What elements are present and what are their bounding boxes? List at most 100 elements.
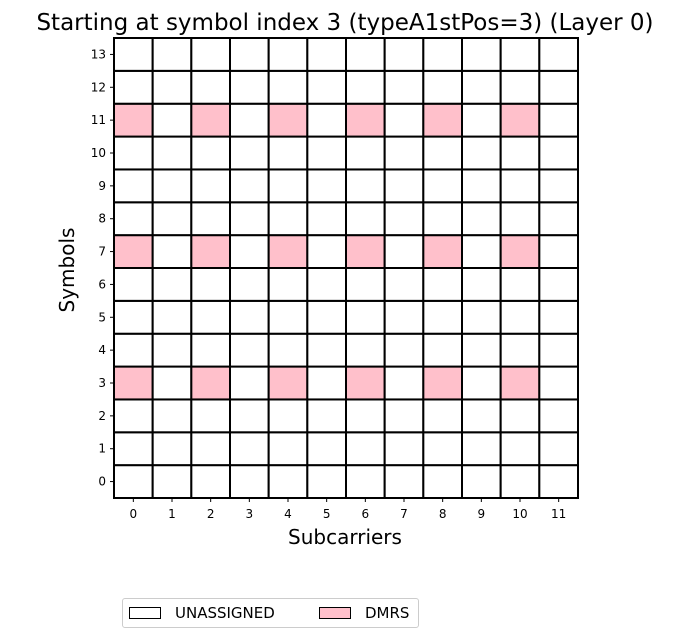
cell-dmrs	[190, 102, 231, 138]
cell-unassigned	[422, 431, 464, 467]
cell-unassigned	[499, 431, 541, 467]
cell-unassigned	[383, 201, 425, 237]
legend-item-dmrs: DMRS	[319, 605, 409, 621]
cell-unassigned	[461, 299, 502, 335]
cell-unassigned	[113, 299, 154, 335]
cell-unassigned	[267, 69, 309, 105]
cell-unassigned	[267, 135, 309, 171]
cell-unassigned	[190, 464, 231, 499]
cell-dmrs	[499, 365, 541, 401]
cell-unassigned	[151, 37, 193, 72]
cell-unassigned	[383, 69, 425, 105]
cell-unassigned	[383, 332, 425, 368]
cell-unassigned	[499, 135, 541, 171]
y-tick-label: 4	[98, 343, 106, 357]
cell-unassigned	[345, 398, 386, 434]
cell-unassigned	[422, 69, 464, 105]
cell-unassigned	[499, 201, 541, 237]
cell-unassigned	[267, 431, 309, 467]
cell-unassigned	[267, 168, 309, 204]
cell-unassigned	[422, 398, 464, 434]
cell-unassigned	[345, 69, 386, 105]
cell-unassigned	[267, 398, 309, 434]
cell-unassigned	[422, 201, 464, 237]
y-tick-label: 1	[98, 442, 106, 456]
cell-unassigned	[229, 168, 270, 204]
cell-unassigned	[113, 37, 154, 72]
cell-unassigned	[345, 299, 386, 335]
cell-unassigned	[190, 431, 231, 467]
cell-unassigned	[345, 37, 386, 72]
cell-unassigned	[499, 37, 541, 72]
cell-unassigned	[306, 365, 348, 401]
cell-unassigned	[306, 398, 348, 434]
cell-unassigned	[538, 464, 579, 499]
cell-dmrs	[190, 365, 231, 401]
cell-unassigned	[267, 464, 309, 499]
cell-unassigned	[461, 234, 502, 269]
cell-dmrs	[267, 102, 309, 138]
cell-dmrs	[422, 102, 464, 138]
cell-unassigned	[538, 234, 579, 269]
cell-unassigned	[151, 168, 193, 204]
cell-unassigned	[538, 365, 579, 401]
cell-unassigned	[422, 299, 464, 335]
cell-unassigned	[267, 267, 309, 302]
cell-unassigned	[306, 332, 348, 368]
x-tick-label: 0	[130, 507, 138, 521]
legend-swatch-unassigned	[129, 607, 161, 619]
cell-unassigned	[151, 234, 193, 269]
cell-unassigned	[538, 168, 579, 204]
cell-unassigned	[345, 464, 386, 499]
grid-cells	[113, 37, 579, 499]
x-tick-label: 10	[512, 507, 527, 521]
cell-unassigned	[383, 168, 425, 204]
cell-unassigned	[461, 398, 502, 434]
cell-unassigned	[383, 102, 425, 138]
cell-unassigned	[113, 168, 154, 204]
cell-unassigned	[113, 398, 154, 434]
cell-dmrs	[113, 234, 154, 269]
chart-title: Starting at symbol index 3 (typeA1stPos=…	[36, 10, 653, 36]
cell-unassigned	[461, 168, 502, 204]
cell-unassigned	[461, 431, 502, 467]
cell-unassigned	[190, 37, 231, 72]
cell-unassigned	[267, 332, 309, 368]
cell-unassigned	[306, 464, 348, 499]
x-tick-label: 5	[323, 507, 331, 521]
cell-unassigned	[383, 267, 425, 302]
cell-unassigned	[499, 168, 541, 204]
cell-unassigned	[422, 37, 464, 72]
cell-unassigned	[383, 234, 425, 269]
cell-unassigned	[345, 168, 386, 204]
cell-unassigned	[306, 168, 348, 204]
cell-unassigned	[461, 69, 502, 105]
y-tick-label: 6	[98, 277, 106, 291]
cell-unassigned	[113, 267, 154, 302]
x-axis-label: Subcarriers	[288, 525, 402, 549]
cell-unassigned	[499, 464, 541, 499]
cell-unassigned	[190, 135, 231, 171]
cell-unassigned	[383, 365, 425, 401]
cell-unassigned	[151, 102, 193, 138]
cell-unassigned	[461, 135, 502, 171]
y-axis-label: Symbols	[55, 228, 79, 313]
cell-unassigned	[306, 135, 348, 171]
cell-unassigned	[190, 69, 231, 105]
cell-unassigned	[461, 332, 502, 368]
cell-unassigned	[113, 69, 154, 105]
cell-unassigned	[151, 69, 193, 105]
cell-unassigned	[461, 464, 502, 499]
cell-unassigned	[461, 37, 502, 72]
cell-unassigned	[461, 267, 502, 302]
y-tick-label: 8	[98, 212, 106, 226]
cell-unassigned	[345, 201, 386, 237]
legend: UNASSIGNED DMRS	[122, 598, 419, 628]
cell-dmrs	[113, 365, 154, 401]
legend-label-dmrs: DMRS	[365, 604, 410, 622]
cell-unassigned	[538, 332, 579, 368]
cell-unassigned	[151, 365, 193, 401]
cell-unassigned	[538, 267, 579, 302]
